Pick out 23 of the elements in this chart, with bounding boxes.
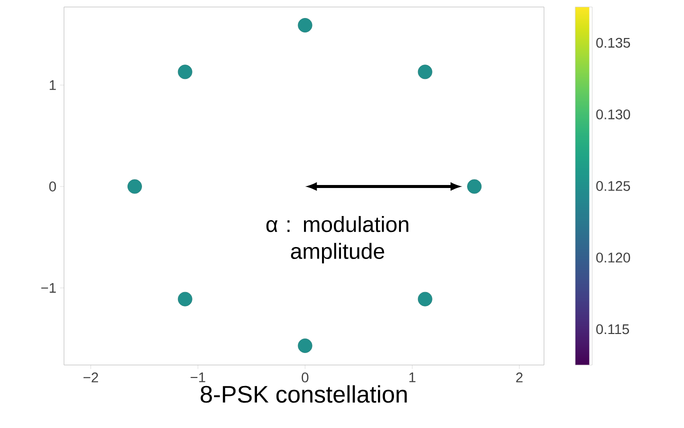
point [298,338,312,353]
point [467,179,482,194]
y-tick-label: 0 [49,182,56,192]
x-axis-title: 8-PSK constellation [200,385,407,403]
point [178,64,192,80]
x-tick-label: 1 [409,372,416,382]
color-bar-label: 0.125 [596,181,630,191]
y-tick-label: −1 [41,283,56,293]
point [298,18,312,32]
point [418,64,432,80]
point [418,292,432,306]
color-bar-label: 0.115 [596,324,630,334]
point [128,179,142,194]
color-bar-label: 0.120 [596,252,630,263]
point [178,292,192,306]
y-tick-label: 1 [50,80,56,90]
x-tick-label: −2 [84,372,98,382]
color-bar-label: 0.135 [596,38,630,48]
x-tick-label: −1 [190,372,206,382]
x-tick-label: 2 [516,372,523,382]
x-tick-label: 0 [302,372,308,382]
annotation: α : modulation amplitude [266,216,408,264]
color-bar-label: 0.130 [596,109,630,120]
